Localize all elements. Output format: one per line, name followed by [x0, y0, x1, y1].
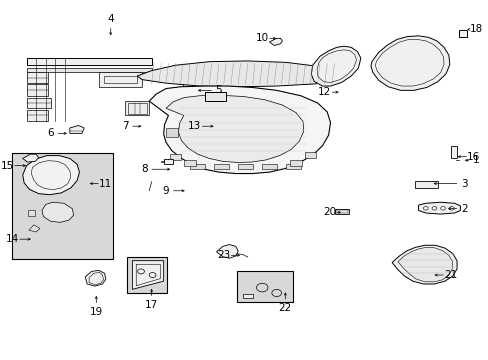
Polygon shape: [27, 211, 35, 216]
Bar: [237, 271, 292, 302]
Polygon shape: [169, 154, 181, 159]
Polygon shape: [132, 261, 163, 289]
Polygon shape: [269, 39, 282, 45]
Text: 6: 6: [47, 129, 54, 138]
Text: 21: 21: [443, 270, 456, 280]
Text: 16: 16: [467, 152, 480, 162]
Bar: [12, 153, 113, 259]
Polygon shape: [42, 202, 74, 222]
Text: 8: 8: [141, 164, 147, 174]
Polygon shape: [285, 164, 300, 169]
Polygon shape: [166, 95, 303, 162]
Text: 19: 19: [89, 307, 102, 317]
Polygon shape: [204, 92, 226, 101]
Polygon shape: [26, 68, 151, 72]
Text: 10: 10: [255, 33, 268, 43]
Polygon shape: [190, 164, 204, 169]
Text: 13: 13: [188, 121, 201, 131]
Polygon shape: [137, 61, 343, 87]
Text: 23: 23: [217, 250, 230, 260]
Polygon shape: [26, 98, 50, 108]
Polygon shape: [22, 154, 39, 162]
Text: 1: 1: [472, 155, 479, 165]
Polygon shape: [450, 146, 456, 158]
Polygon shape: [29, 225, 40, 232]
Text: 3: 3: [460, 179, 467, 189]
Polygon shape: [459, 30, 466, 37]
Text: 20: 20: [323, 207, 335, 217]
Polygon shape: [149, 86, 330, 174]
Polygon shape: [243, 294, 252, 298]
Polygon shape: [166, 128, 178, 137]
Text: 5: 5: [215, 85, 222, 95]
Polygon shape: [418, 202, 460, 214]
Polygon shape: [99, 72, 142, 87]
Text: 11: 11: [99, 179, 112, 189]
Polygon shape: [85, 270, 106, 286]
Polygon shape: [304, 152, 315, 158]
Polygon shape: [184, 160, 196, 166]
Polygon shape: [414, 181, 437, 188]
Text: 17: 17: [145, 300, 158, 310]
Polygon shape: [289, 160, 301, 166]
Polygon shape: [397, 247, 452, 282]
Polygon shape: [216, 244, 238, 258]
Polygon shape: [183, 81, 192, 89]
Polygon shape: [125, 101, 149, 116]
Polygon shape: [26, 84, 48, 96]
Polygon shape: [262, 164, 276, 169]
Polygon shape: [238, 164, 252, 169]
Polygon shape: [370, 36, 449, 90]
Text: 4: 4: [107, 14, 114, 24]
Polygon shape: [22, 156, 80, 195]
Polygon shape: [26, 72, 48, 83]
Text: 12: 12: [318, 87, 331, 97]
Polygon shape: [311, 46, 360, 86]
Polygon shape: [391, 245, 456, 284]
Polygon shape: [335, 210, 348, 214]
Text: 15: 15: [0, 161, 14, 171]
Polygon shape: [26, 110, 48, 121]
Polygon shape: [26, 58, 151, 65]
Text: 9: 9: [163, 186, 169, 196]
Text: 18: 18: [468, 24, 482, 35]
Text: 7: 7: [122, 121, 128, 131]
Text: 2: 2: [460, 204, 467, 214]
Text: 22: 22: [278, 303, 291, 314]
Polygon shape: [70, 126, 84, 134]
Polygon shape: [214, 164, 228, 169]
Polygon shape: [163, 159, 173, 164]
Text: 14: 14: [5, 234, 19, 244]
Bar: [126, 257, 167, 293]
